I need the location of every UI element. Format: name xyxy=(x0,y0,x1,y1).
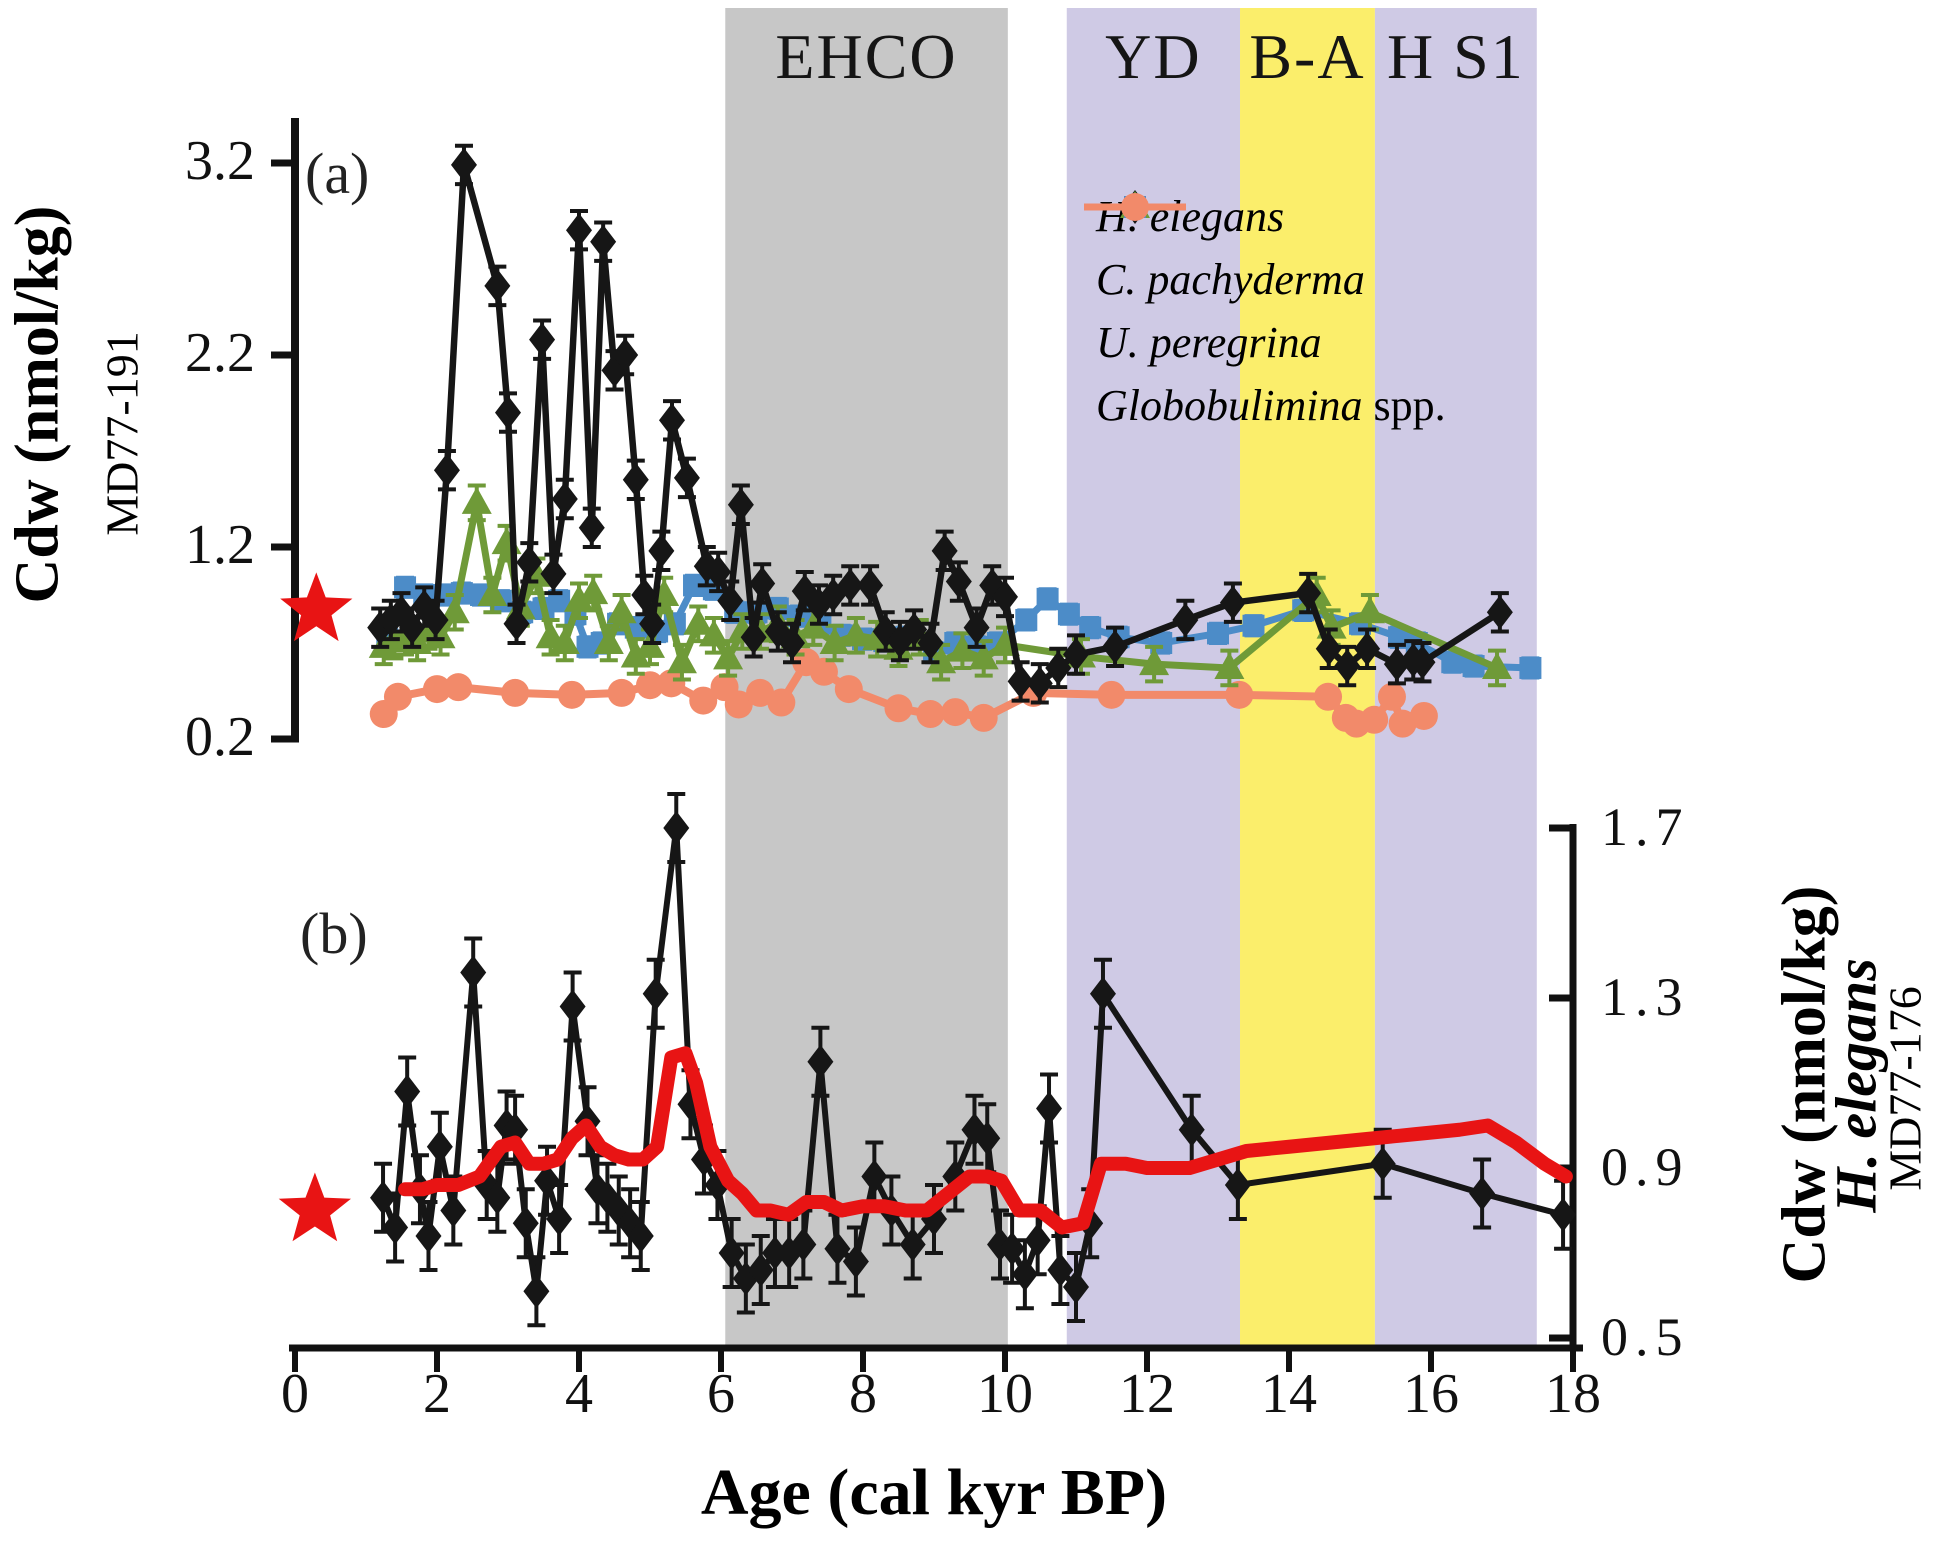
panel-b-tick-label-0.9: 0.9 xyxy=(1601,1137,1690,1197)
panel-b-tag: (b) xyxy=(300,901,368,966)
band-b-a xyxy=(1240,8,1375,1348)
x-tick-label-8: 8 xyxy=(849,1363,877,1425)
band-label-hs1: H S1 xyxy=(1386,21,1525,92)
legend-item-globobulimina: Globobulimina spp. xyxy=(1080,193,1446,437)
panel-b-core-label: MD77-176 xyxy=(1879,986,1931,1191)
modern-value-star-a xyxy=(280,572,353,642)
x-tick-label-14: 14 xyxy=(1261,1363,1317,1425)
x-tick-label-16: 16 xyxy=(1403,1363,1459,1425)
band-label-ehco: EHCO xyxy=(775,21,958,92)
legend-label-suffix: spp. xyxy=(1362,381,1446,430)
panel-a-core-label: MD77-191 xyxy=(96,331,148,536)
band-label-yd: YD xyxy=(1105,21,1202,92)
band-ehco xyxy=(725,8,1008,1348)
panel-a-axis-title: Cdw (nmol/kg) xyxy=(3,205,72,604)
legend-item-u-peregrina: U. peregrina xyxy=(1080,196,1446,374)
panel-b-tick-label-1.7: 1.7 xyxy=(1601,797,1690,857)
modern-value-star-b xyxy=(278,1172,351,1242)
panel-a-tick-label-2.2: 2.2 xyxy=(185,322,255,384)
x-tick-label-0: 0 xyxy=(281,1363,309,1425)
series-h-elegans-md77-176-b xyxy=(370,792,1577,1328)
panel-a-tick-label-3.2: 3.2 xyxy=(185,130,255,192)
x-tick-label-12: 12 xyxy=(1119,1363,1175,1425)
panel-b-tick-label-0.5: 0.5 xyxy=(1601,1307,1690,1367)
panel-b-tick-label-1.3: 1.3 xyxy=(1601,967,1690,1027)
x-tick-label-2: 2 xyxy=(423,1363,451,1425)
series-h-elegans-a xyxy=(367,143,1513,705)
x-tick-label-10: 10 xyxy=(977,1363,1033,1425)
legend-label: C. pachyderma xyxy=(1096,255,1365,304)
x-axis-title: Age (cal kyr BP) xyxy=(700,1456,1168,1529)
panel-a-tag: (a) xyxy=(305,141,370,206)
globobulimina-circle-swatch-icon xyxy=(1084,193,1186,221)
panel-a-tick-label-0.2: 0.2 xyxy=(185,706,255,768)
series-smoothed-trend-b xyxy=(398,1046,1573,1235)
axes xyxy=(271,118,1583,1372)
x-tick-label-4: 4 xyxy=(565,1363,593,1425)
legend-label: U. peregrina xyxy=(1096,318,1322,367)
band-label-ba: B-A xyxy=(1249,21,1366,92)
x-tick-label-6: 6 xyxy=(707,1363,735,1425)
x-tick-label-18: 18 xyxy=(1545,1363,1601,1425)
legend-item-c-pachyderma: C. pachyderma xyxy=(1080,191,1446,311)
panel-a-tick-label-1.2: 1.2 xyxy=(185,514,255,576)
series-globobulimina-spp--a xyxy=(369,648,1438,738)
legend: H. elegans C. pachyderma U. peregrina Gl… xyxy=(1080,185,1446,437)
legend-label: Globobulimina xyxy=(1096,381,1363,430)
